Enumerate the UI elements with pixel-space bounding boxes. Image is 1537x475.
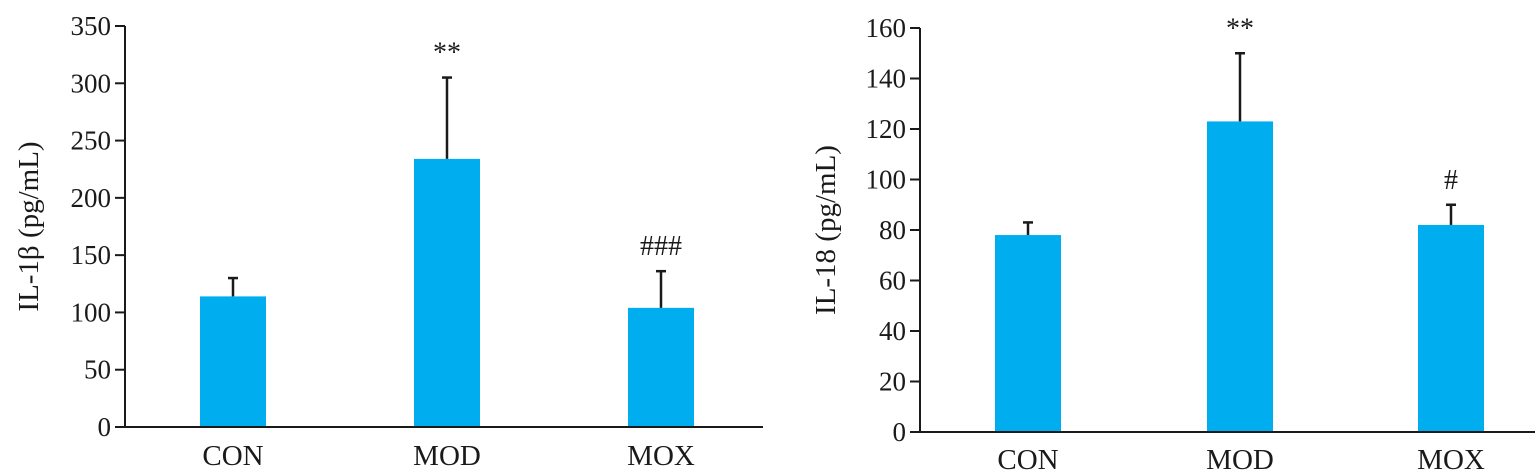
chart-1-y-tick-label: 150 (71, 240, 112, 270)
chart-2-significance-mod: ** (1226, 13, 1254, 44)
chart-2-significance-mox: # (1444, 165, 1458, 196)
chart-2-y-tick-label: 80 (879, 215, 906, 245)
chart-2-bar-con (995, 235, 1061, 432)
chart-1-significance-mod: ** (433, 38, 461, 69)
chart-2-category-label-mox: MOX (1417, 444, 1485, 475)
chart-1-y-tick-label: 300 (71, 68, 112, 98)
chart-1-y-tick-label: 100 (71, 297, 112, 327)
chart-1-y-tick-label: 0 (98, 412, 112, 442)
chart-2-y-tick-label: 40 (879, 316, 906, 346)
chart-2-y-tick-label: 160 (866, 13, 907, 43)
chart-1-y-tick-label: 350 (71, 11, 112, 41)
chart-1-category-label-mox: MOX (627, 440, 695, 472)
chart-2-category-label-con: CON (997, 444, 1058, 475)
chart-2-y-tick-label: 140 (866, 64, 907, 94)
chart-2-category-label-mod: MOD (1206, 444, 1274, 475)
chart-1-category-label-con: CON (202, 440, 263, 472)
chart-1-bar-mox (628, 307, 694, 427)
chart-2-y-axis-title: IL-18 (pg/mL) (810, 145, 842, 315)
chart-1-y-tick-label: 200 (71, 183, 112, 213)
chart-1-y-axis-title: IL-1β (pg/mL) (13, 141, 45, 311)
chart-2-bar-mox (1418, 224, 1484, 432)
chart-2-y-tick-label: 120 (866, 114, 907, 144)
chart-2-bar-mod (1207, 121, 1273, 433)
chart-1-significance-mox: ### (640, 231, 682, 262)
chart-1-y-tick-label: 250 (71, 126, 112, 156)
chart-1-category-label-mod: MOD (413, 440, 481, 472)
chart-2-y-tick-label: 100 (866, 165, 907, 195)
chart-2-y-tick-label: 20 (879, 367, 906, 397)
chart-1-bar-con (200, 296, 266, 427)
chart-1-bar-mod (414, 158, 480, 427)
chart-2-y-tick-label: 0 (893, 417, 907, 447)
chart-1-y-tick-label: 50 (84, 355, 111, 385)
chart-2-y-tick-label: 60 (879, 266, 906, 296)
